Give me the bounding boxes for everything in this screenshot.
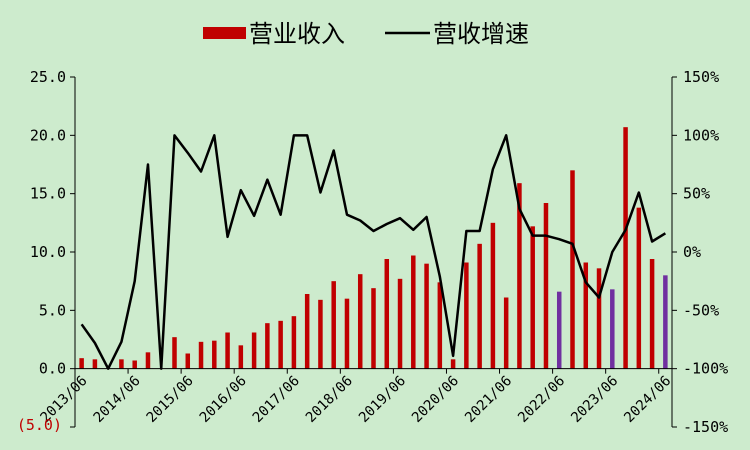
left-tick-label: 25.0 [30, 68, 66, 86]
x-tick-label: 2022/06 [515, 373, 568, 426]
bar-series-revenue [79, 127, 668, 369]
legend-label-growth: 营收增速 [433, 20, 529, 48]
bar [198, 341, 204, 369]
bar [331, 281, 336, 369]
bar [225, 332, 230, 369]
bar [371, 288, 376, 369]
bar [596, 268, 602, 369]
left-tick-label: 20.0 [30, 126, 66, 144]
bar [450, 359, 456, 369]
bar [477, 243, 482, 369]
right-tick-label: -150% [683, 418, 728, 436]
bar [530, 226, 535, 369]
left-axis-ticks: 0.0 5.0 10.0 15.0 20.0 25.0 [30, 68, 75, 428]
bar [636, 207, 642, 369]
right-tick-label: -50% [683, 301, 719, 319]
x-tick-label: 2015/06 [144, 373, 197, 426]
bar [411, 255, 416, 369]
bar [119, 359, 124, 369]
x-tick-label: 2016/06 [197, 373, 250, 426]
bar [623, 127, 628, 369]
left-tick-label: 0.0 [39, 360, 66, 378]
left-tick-label: 15.0 [30, 185, 66, 203]
growth-line [80, 134, 667, 370]
bar [212, 340, 217, 369]
right-tick-label: 0% [683, 243, 701, 261]
bar [663, 275, 668, 369]
bar [610, 289, 615, 369]
bar [490, 222, 496, 369]
x-tick-label: 2014/06 [91, 373, 144, 426]
legend-bar-swatch [203, 27, 246, 39]
bar [384, 259, 390, 369]
x-tick-label: 2021/06 [462, 373, 515, 426]
x-tick-label: 2018/06 [303, 373, 356, 426]
bar [437, 282, 443, 369]
bar [344, 298, 350, 369]
bar [132, 360, 137, 369]
x-tick-label: 2023/06 [568, 373, 621, 426]
right-axis-ticks: -150% -100% -50% 0% 50% 100% 150% [672, 68, 728, 436]
bar [79, 358, 84, 369]
x-tick-label: 2020/06 [409, 373, 462, 426]
axes [74, 77, 673, 427]
bar [185, 353, 191, 369]
bar [570, 170, 575, 369]
bar [464, 262, 469, 369]
x-tick-label: 2017/06 [250, 373, 303, 426]
left-axis-negative-label: (5.0) [17, 416, 62, 434]
right-tick-label: 100% [683, 126, 719, 144]
bar [357, 274, 363, 369]
bar [424, 263, 429, 369]
bar [503, 297, 509, 369]
bar [304, 294, 310, 369]
bar [92, 359, 98, 369]
right-tick-label: -100% [683, 360, 728, 378]
bar [278, 320, 283, 369]
left-tick-label: 10.0 [30, 243, 66, 261]
bar [251, 332, 257, 369]
bar [238, 345, 244, 369]
x-axis-ticks: 2013/06 2014/06 2015/06 2016/06 2017/06 2018/… [38, 368, 674, 426]
bar [583, 262, 589, 369]
legend-label-revenue: 营业收入 [249, 20, 345, 48]
bar [318, 299, 323, 369]
right-tick-label: 50% [683, 185, 710, 203]
bar [145, 352, 151, 369]
bar [265, 323, 270, 369]
bar [517, 183, 522, 369]
bar [556, 291, 562, 369]
x-tick-label: 2019/06 [356, 373, 409, 426]
legend: 营业收入 营收增速 [203, 20, 529, 48]
x-tick-label: 2024/06 [621, 373, 674, 426]
line-series-growth [80, 134, 667, 370]
bar [543, 203, 549, 369]
bar [291, 316, 297, 369]
left-tick-label: 5.0 [39, 301, 66, 319]
bar [649, 259, 655, 369]
bar [397, 278, 403, 369]
right-tick-label: 150% [683, 68, 719, 86]
bar [172, 337, 177, 369]
